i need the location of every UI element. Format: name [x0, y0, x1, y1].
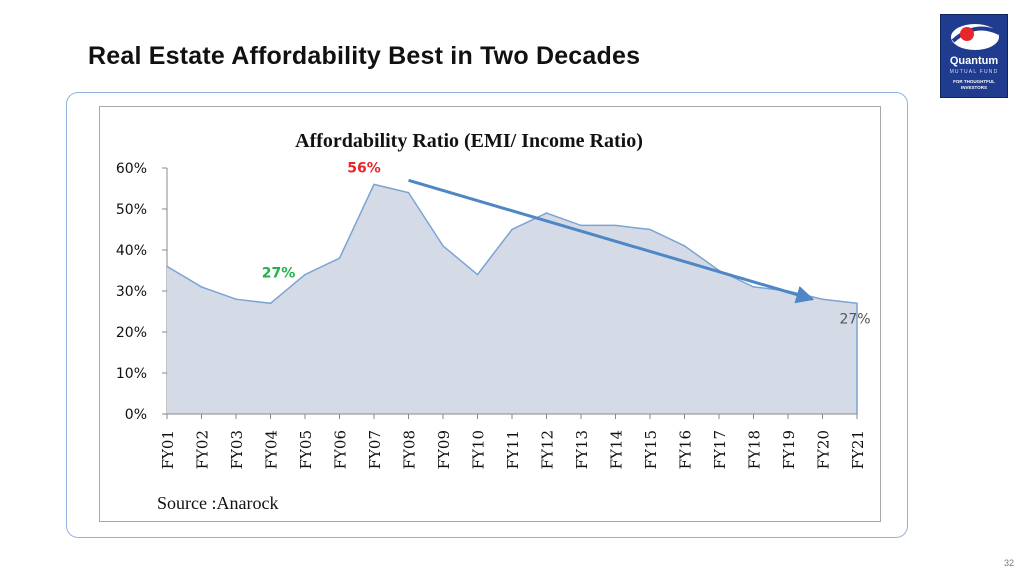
- data-point: [580, 224, 582, 227]
- data-point: [545, 212, 548, 214]
- chart-source: Source :Anarock: [157, 493, 278, 513]
- annotation-peak: 56%: [347, 160, 381, 176]
- x-tick-label: FY06: [332, 430, 350, 469]
- x-tick-label: FY17: [711, 430, 729, 469]
- y-tick-label: 10%: [116, 366, 147, 382]
- annotations: 27% 56% 27%: [262, 160, 871, 327]
- x-tick-label: FY03: [228, 430, 246, 469]
- series-line: [166, 183, 858, 414]
- y-tick-label: 60%: [116, 161, 147, 177]
- x-tick-label: FY09: [435, 430, 453, 469]
- y-axis: 0% 10% 20% 30% 40% 50% 60%: [116, 161, 168, 423]
- x-tick-label: FY14: [608, 430, 626, 469]
- data-point: [304, 273, 306, 276]
- x-tick-label: FY21: [849, 430, 867, 469]
- x-tick-label: FY12: [539, 430, 557, 469]
- trend-arrow: [408, 178, 815, 304]
- data-point: [683, 245, 686, 247]
- data-point: [511, 228, 513, 231]
- x-tick-label: FY18: [746, 430, 764, 469]
- data-point: [373, 183, 375, 186]
- affordability-chart: Affordability Ratio (EMI/ Income Ratio) …: [116, 130, 871, 513]
- quantum-logo: Quantum MUTUAL FUND FOR THOUGHTFUL INVES…: [940, 14, 1008, 98]
- slide-title: Real Estate Affordability Best in Two De…: [88, 42, 641, 70]
- y-tick-label: 30%: [116, 284, 147, 300]
- slide-number: 32: [1003, 558, 1014, 568]
- data-point: [856, 302, 858, 305]
- logo-swoosh-icon: [951, 24, 1000, 50]
- y-tick-label: 40%: [116, 243, 147, 259]
- area-fill: [167, 184, 857, 414]
- data-point: [235, 298, 237, 300]
- data-point: [407, 191, 410, 194]
- data-point: [614, 224, 617, 227]
- x-axis: FY01 FY02 FY03 FY04 FY05 FY06 FY07 FY08 FY09 FY10…: [159, 413, 867, 469]
- area-series: [166, 183, 858, 414]
- data-point: [338, 257, 341, 259]
- logo-tagline-line-1: FOR THOUGHTFUL: [953, 79, 995, 84]
- x-tick-label: FY07: [366, 430, 384, 469]
- x-tick-label: FY01: [159, 430, 177, 469]
- y-tick-label: 0%: [125, 407, 147, 423]
- logo-sub: MUTUAL FUND: [949, 69, 999, 75]
- data-point: [821, 298, 824, 300]
- data-point: [476, 273, 479, 276]
- y-tick-label: 20%: [116, 325, 147, 341]
- data-point: [200, 286, 203, 288]
- y-tick-label: 50%: [116, 202, 147, 218]
- x-tick-label: FY11: [504, 430, 522, 469]
- x-tick-label: FY08: [401, 430, 419, 469]
- data-point: [269, 302, 272, 305]
- data-point: [752, 286, 755, 288]
- logo-tagline-line-2: INVESTORS: [961, 84, 987, 90]
- x-tick-label: FY02: [194, 430, 212, 469]
- x-tick-label: FY19: [780, 430, 798, 469]
- x-tick-label: FY10: [470, 430, 488, 469]
- data-point: [442, 245, 444, 247]
- x-tick-label: FY16: [677, 430, 695, 469]
- x-tick-label: FY15: [642, 430, 660, 469]
- logo-name: Quantum: [949, 55, 999, 67]
- chart-title: Affordability Ratio (EMI/ Income Ratio): [295, 130, 643, 152]
- annotation-low: 27%: [262, 265, 296, 281]
- logo-tagline: FOR THOUGHTFUL INVESTORS: [941, 79, 1007, 90]
- data-point: [166, 265, 168, 268]
- x-tick-label: FY20: [815, 430, 833, 469]
- annotation-latest: 27%: [839, 311, 870, 327]
- data-point: [649, 228, 651, 231]
- x-tick-label: FY04: [263, 430, 281, 469]
- x-tick-label: FY13: [573, 430, 591, 469]
- x-tick-label: FY05: [297, 430, 315, 469]
